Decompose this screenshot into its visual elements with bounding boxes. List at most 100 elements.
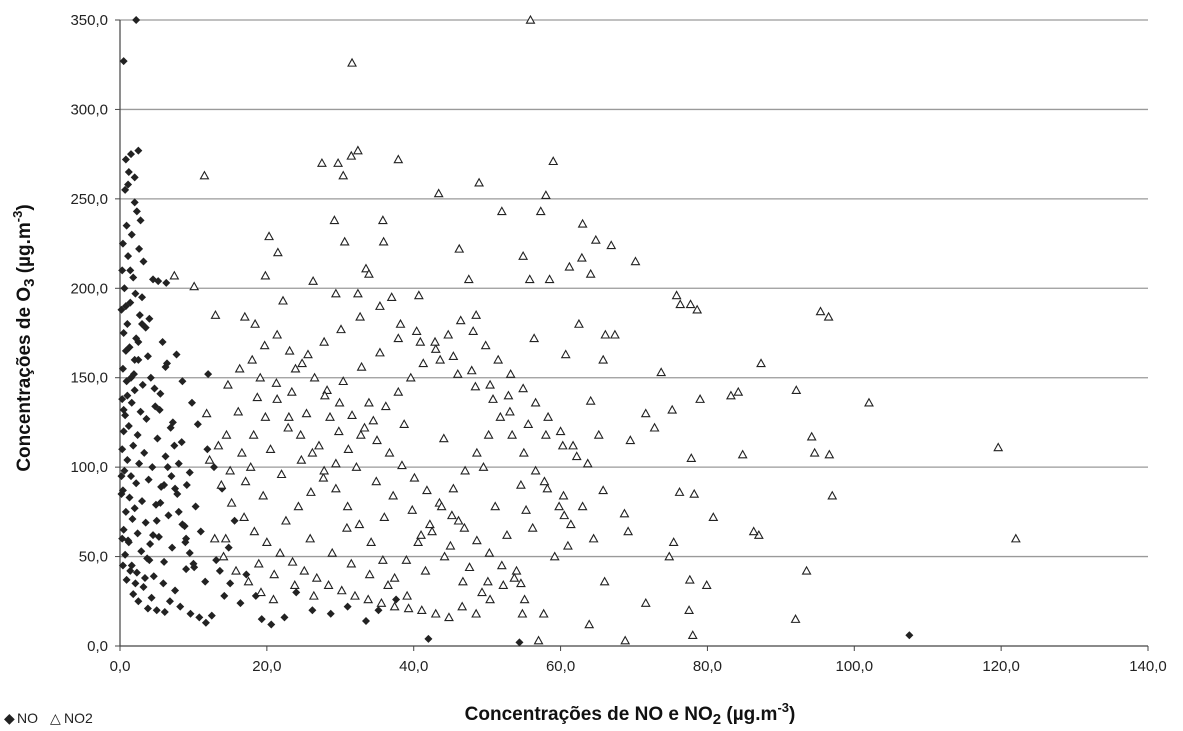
no2-point (436, 501, 447, 511)
x-tick-label: 140,0 (1129, 658, 1167, 675)
no-point (136, 407, 145, 416)
gridlines (120, 19, 1148, 558)
no2-point (443, 329, 454, 339)
no2-point (402, 590, 413, 600)
x-tick-label: 120,0 (982, 658, 1020, 675)
no2-point (559, 510, 570, 520)
no2-point (558, 490, 569, 500)
no2-point (571, 451, 582, 461)
no2-point (609, 329, 620, 339)
no-point (361, 616, 370, 625)
no2-point (213, 440, 224, 450)
no2-point (268, 594, 279, 604)
no-point (133, 430, 142, 439)
no-point (177, 438, 186, 447)
no-point (121, 185, 130, 194)
no2-point (327, 547, 338, 557)
no-point (134, 337, 143, 346)
no2-point (220, 533, 231, 543)
x-tick-label: 0,0 (110, 658, 131, 675)
no-point (132, 16, 141, 24)
no2-point (791, 385, 802, 394)
no2-point (496, 206, 507, 216)
no2-point (430, 608, 441, 618)
no2-point (445, 540, 456, 550)
no-point (189, 559, 198, 568)
no2-point (625, 435, 636, 445)
no-point (191, 502, 200, 511)
no2-point (454, 243, 465, 253)
no2-point (325, 411, 335, 421)
no2-point (388, 490, 399, 500)
no2-point (393, 154, 404, 164)
no2-point (533, 635, 544, 645)
no2-point (283, 411, 294, 421)
no-point (174, 507, 183, 516)
series-no (117, 16, 914, 647)
no-point (182, 534, 191, 543)
no2-point (301, 408, 312, 418)
no2-point (692, 304, 703, 314)
no-point (124, 180, 133, 189)
no-point (156, 389, 165, 398)
no2-point (584, 619, 595, 629)
no2-point (478, 462, 489, 471)
no2-point (303, 349, 313, 359)
no2-point (275, 547, 286, 557)
no-point (119, 427, 128, 436)
no2-point (201, 408, 212, 418)
no-point (119, 329, 128, 337)
no2-point (308, 590, 319, 600)
no2-point (542, 483, 553, 493)
no2-point (806, 431, 817, 441)
y-axis-title-part: Concentrações de O (14, 287, 35, 472)
no2-point (255, 372, 266, 382)
no2-point (471, 447, 482, 457)
no2-point (377, 555, 388, 564)
no-point (280, 613, 289, 622)
no-point (152, 516, 161, 525)
y-tick-label: 200,0 (70, 280, 108, 297)
no2-point (413, 290, 424, 300)
no2-point (667, 404, 678, 414)
no2-point (606, 240, 617, 250)
x-tick-label: 80,0 (693, 658, 722, 675)
no2-point (496, 560, 507, 570)
no-point (149, 531, 158, 540)
no2-point (562, 540, 573, 550)
no-point (119, 57, 128, 66)
no2-point (339, 236, 350, 246)
no-point (146, 540, 155, 549)
no-point (230, 516, 239, 525)
no2-point (223, 379, 233, 389)
no2-point (518, 250, 529, 260)
no-point (119, 405, 128, 414)
no-point (117, 472, 126, 481)
no2-point (311, 572, 322, 582)
no2-point (521, 504, 531, 514)
no2-point (593, 429, 604, 439)
no2-point (464, 562, 475, 572)
no2-point (395, 318, 406, 328)
no2-point (299, 565, 310, 575)
no2-point (530, 397, 541, 407)
no2-point (725, 390, 736, 400)
no2-point (199, 170, 210, 180)
no2-point (397, 460, 407, 470)
no2-point (305, 533, 316, 543)
x-axis-title-subscript: 2 (713, 711, 721, 728)
no2-point (418, 358, 429, 368)
no2-point (539, 476, 550, 486)
x-tick-label: 40,0 (399, 658, 428, 675)
no2-point (343, 444, 354, 454)
no-point (122, 221, 131, 230)
no-point (186, 609, 195, 618)
no-point (124, 252, 133, 261)
x-axis-title-part: Concentrações de NO e NO (465, 704, 713, 725)
legend: ◆ NO △ NO2 (4, 710, 93, 726)
no2-point (737, 449, 748, 459)
no2-point (518, 383, 529, 393)
no2-point (368, 415, 379, 425)
no2-point (319, 465, 330, 475)
no2-point (573, 318, 584, 328)
